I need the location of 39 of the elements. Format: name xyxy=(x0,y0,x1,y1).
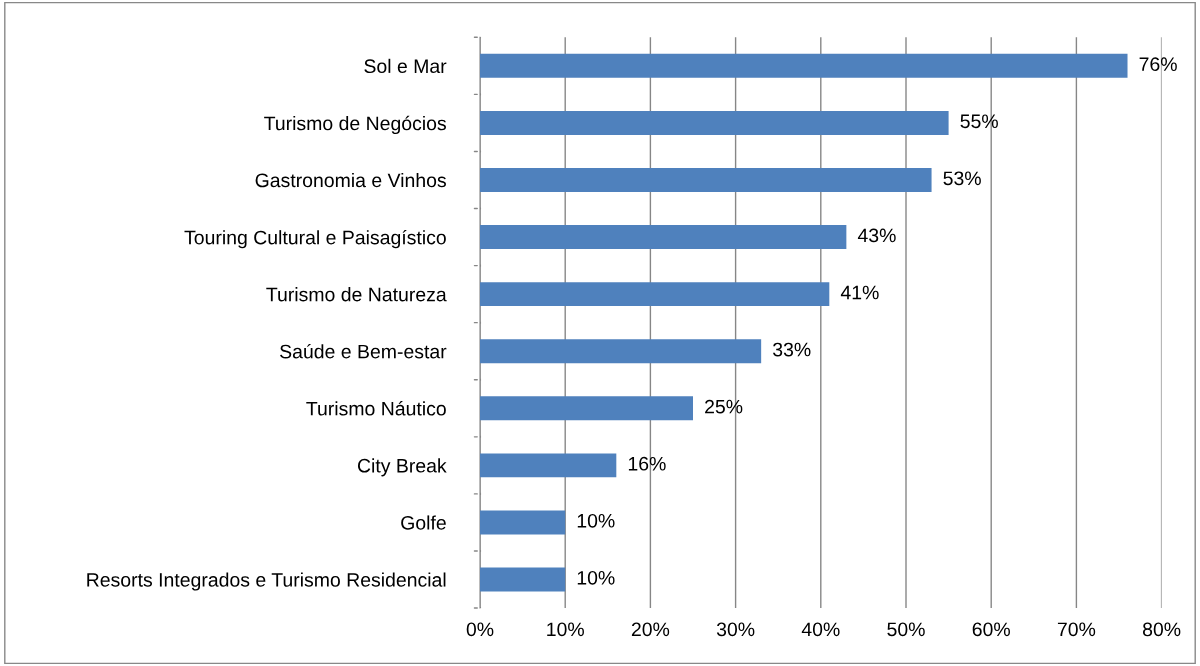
x-tick-label: 50% xyxy=(887,622,925,637)
data-label: 43% xyxy=(857,228,896,243)
bar xyxy=(480,453,617,478)
y-tick-label: Turismo de Negócios xyxy=(264,115,446,135)
x-tick-label: 10% xyxy=(547,622,584,637)
x-tick-label: 70% xyxy=(1057,622,1096,637)
x-tick-label: 0% xyxy=(466,622,494,637)
y-tick-label: Golfe xyxy=(401,515,446,530)
data-label: 76% xyxy=(1139,57,1177,72)
data-label: 25% xyxy=(705,399,743,414)
data-label: 10% xyxy=(577,570,615,585)
x-tick-label: 80% xyxy=(1142,622,1181,637)
data-label: 10% xyxy=(577,513,615,528)
y-tick-label: Saúde e Bem-estar xyxy=(280,343,447,359)
bar xyxy=(480,53,1128,78)
bar xyxy=(480,282,830,307)
y-tick-label: Gastronomia e Vinhos xyxy=(255,172,446,188)
x-tick-label: 30% xyxy=(716,622,755,637)
bar xyxy=(480,396,693,421)
data-label: 16% xyxy=(628,456,666,471)
bar xyxy=(480,110,949,135)
y-tick-label: Touring Cultural e Paisagístico xyxy=(184,229,446,249)
bar xyxy=(480,567,566,592)
bar xyxy=(480,510,566,535)
y-tick-label: Sol e Mar xyxy=(364,58,447,74)
bar xyxy=(480,225,847,250)
y-tick-label: Turismo Náutico xyxy=(306,401,446,416)
data-label: 55% xyxy=(960,114,998,129)
x-tick-label: 40% xyxy=(801,622,840,637)
bar xyxy=(480,339,762,364)
x-tick-label: 60% xyxy=(972,622,1010,637)
x-tick-label: 20% xyxy=(631,622,670,637)
data-label: 33% xyxy=(773,342,811,357)
y-tick-label: City Break xyxy=(357,458,447,477)
bar xyxy=(480,168,932,192)
y-tick-label: Resorts Integrados e Turismo Residencial xyxy=(87,572,446,591)
y-tick-label: Turismo de Natureza xyxy=(266,287,447,302)
data-label: 53% xyxy=(943,171,981,186)
data-label: 41% xyxy=(840,285,879,300)
